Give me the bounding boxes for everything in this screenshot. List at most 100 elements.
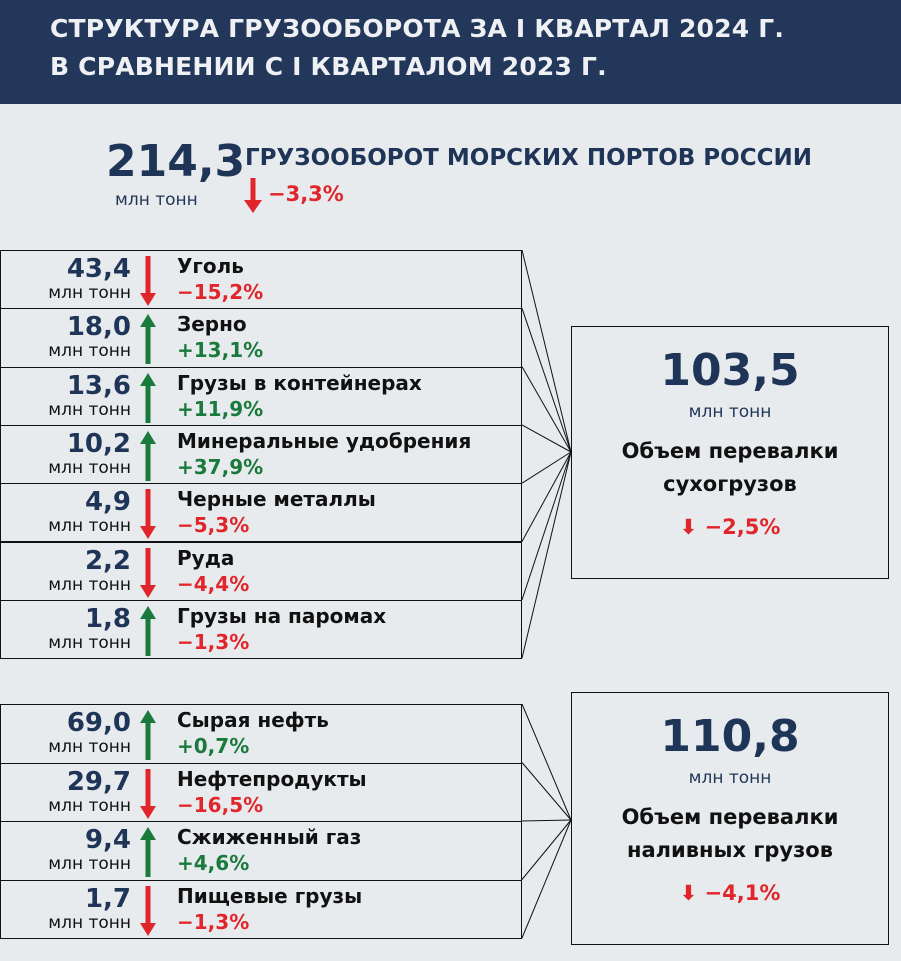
arrow-up-icon (140, 314, 156, 368)
cargo-label: Грузы в контейнерах (177, 370, 422, 395)
arrow-down-icon (244, 178, 262, 213)
cargo-label: Уголь (177, 254, 244, 278)
arrow-down-icon (140, 489, 156, 543)
title-line-2: В СРАВНЕНИИ С I КВАРТАЛОМ 2023 Г. (50, 52, 607, 81)
cargo-value: 69,0 (66, 708, 131, 738)
liquid-change-value: −4,1% (704, 881, 781, 905)
connector-line (521, 703, 572, 821)
total-label: ГРУЗООБОРОТ МОРСКИХ ПОРТОВ РОССИИ (245, 145, 812, 171)
cargo-change: +11,9% (177, 396, 264, 421)
header-banner: СТРУКТУРА ГРУЗООБОРОТА ЗА I КВАРТАЛ 2024… (0, 0, 901, 104)
title-line-1: СТРУКТУРА ГРУЗООБОРОТА ЗА I КВАРТАЛ 2024… (50, 14, 785, 43)
cargo-unit: млн тонн (48, 912, 131, 933)
cargo-row: 43,4 млн тонн Уголь −15,2% (0, 250, 522, 310)
arrow-up-icon (140, 827, 156, 881)
cargo-unit: млн тонн (48, 574, 131, 595)
liquid-title-line-1: Объем перевалки (621, 805, 839, 829)
arrow-down-icon (140, 885, 156, 940)
connector-line (521, 424, 572, 453)
cargo-unit: млн тонн (48, 795, 131, 816)
cargo-label: Пищевые грузы (177, 883, 363, 908)
arrow-up-icon (140, 430, 156, 485)
cargo-value: 43,4 (66, 254, 131, 284)
connector-line (521, 249, 572, 453)
cargo-label: Черные металлы (177, 487, 376, 512)
total-change: −3,3% (268, 182, 344, 206)
cargo-change: +13,1% (177, 338, 264, 363)
cargo-unit: млн тонн (48, 632, 131, 653)
cargo-label: Минеральные удобрения (177, 428, 472, 453)
cargo-value: 29,7 (66, 766, 131, 797)
cargo-value: 13,6 (66, 370, 131, 401)
dry-cargo-summary: 103,5 млн тонн Объем перевалки сухогрузов… (571, 326, 889, 579)
cargo-change: −5,3% (177, 513, 250, 538)
cargo-label: Сырая нефть (177, 708, 329, 732)
cargo-change: +37,9% (177, 454, 264, 479)
cargo-row: 4,9 млн тонн Черные металлы −5,3% (0, 483, 522, 543)
cargo-value: 10,2 (66, 428, 131, 459)
cargo-row: 69,0 млн тонн Сырая нефть +0,7% (0, 704, 522, 764)
cargo-unit: млн тонн (48, 854, 131, 874)
cargo-unit: млн тонн (48, 457, 131, 478)
connector-line (521, 762, 572, 821)
cargo-row: 13,6 млн тонн Грузы в контейнерах +11,9% (0, 366, 522, 427)
dry-total-unit: млн тонн (688, 402, 772, 422)
cargo-row: 10,2 млн тонн Минеральные удобрения +37,9% (0, 424, 522, 485)
liquid-title-line-2: наливных грузов (626, 838, 834, 862)
connector-line (521, 451, 572, 542)
connector-line (521, 308, 572, 453)
dry-change-value: −2,5% (704, 515, 781, 539)
liquid-cargo-summary: 110,8 млн тонн Объем перевалки наливных г… (571, 692, 889, 945)
cargo-change: +4,6% (177, 851, 250, 875)
connector-line (521, 819, 572, 822)
cargo-change: −1,3% (177, 629, 250, 654)
cargo-value: 9,4 (84, 825, 131, 855)
cargo-label: Зерно (177, 312, 247, 337)
cargo-unit: млн тонн (48, 516, 131, 537)
arrow-down-icon: ⬇ (679, 515, 698, 539)
cargo-unit: млн тонн (48, 737, 131, 757)
cargo-row: 18,0 млн тонн Зерно +13,1% (0, 308, 522, 368)
cargo-change: −16,5% (177, 792, 264, 817)
connector-line (521, 451, 572, 600)
dry-title: Объем перевалки сухогрузов (572, 435, 888, 501)
arrow-down-icon (140, 768, 156, 823)
cargo-label: Сжиженный газ (177, 825, 362, 849)
cargo-row: 1,8 млн тонн Грузы на паромах −1,3% (0, 599, 522, 660)
cargo-label: Нефтепродукты (177, 766, 367, 791)
cargo-value: 1,8 (84, 603, 131, 634)
cargo-unit: млн тонн (48, 283, 131, 303)
dry-change: ⬇ −2,5% (572, 515, 888, 539)
arrow-down-icon (140, 547, 156, 602)
liquid-title: Объем перевалки наливных грузов (572, 801, 888, 867)
cargo-change: +0,7% (177, 734, 250, 758)
connector-line (521, 819, 572, 880)
cargo-change: −4,4% (177, 571, 250, 596)
liquid-total-unit: млн тонн (688, 768, 772, 788)
cargo-unit: млн тонн (48, 341, 131, 362)
liquid-total-value: 110,8 (660, 711, 800, 762)
cargo-value: 4,9 (84, 487, 131, 518)
cargo-row: 29,7 млн тонн Нефтепродукты −16,5% (0, 762, 522, 823)
cargo-value: 18,0 (66, 312, 131, 343)
dry-title-line-1: Объем перевалки (621, 439, 839, 463)
cargo-label: Руда (177, 545, 235, 570)
total-unit: млн тонн (115, 190, 198, 210)
cargo-row: 9,4 млн тонн Сжиженный газ +4,6% (0, 821, 522, 881)
cargo-value: 1,7 (84, 883, 131, 914)
arrow-up-icon (140, 605, 156, 660)
dry-total-value: 103,5 (660, 345, 800, 396)
connector-line (521, 451, 572, 659)
connector-line (521, 451, 572, 484)
connector-line (521, 366, 572, 453)
arrow-up-icon (140, 372, 156, 427)
cargo-value: 2,2 (84, 545, 131, 576)
cargo-unit: млн тонн (48, 399, 131, 420)
cargo-row: 2,2 млн тонн Руда −4,4% (0, 541, 522, 602)
connector-line (521, 819, 572, 939)
arrow-down-icon: ⬇ (679, 881, 698, 905)
cargo-change: −15,2% (177, 280, 264, 304)
cargo-row: 1,7 млн тонн Пищевые грузы −1,3% (0, 879, 522, 940)
